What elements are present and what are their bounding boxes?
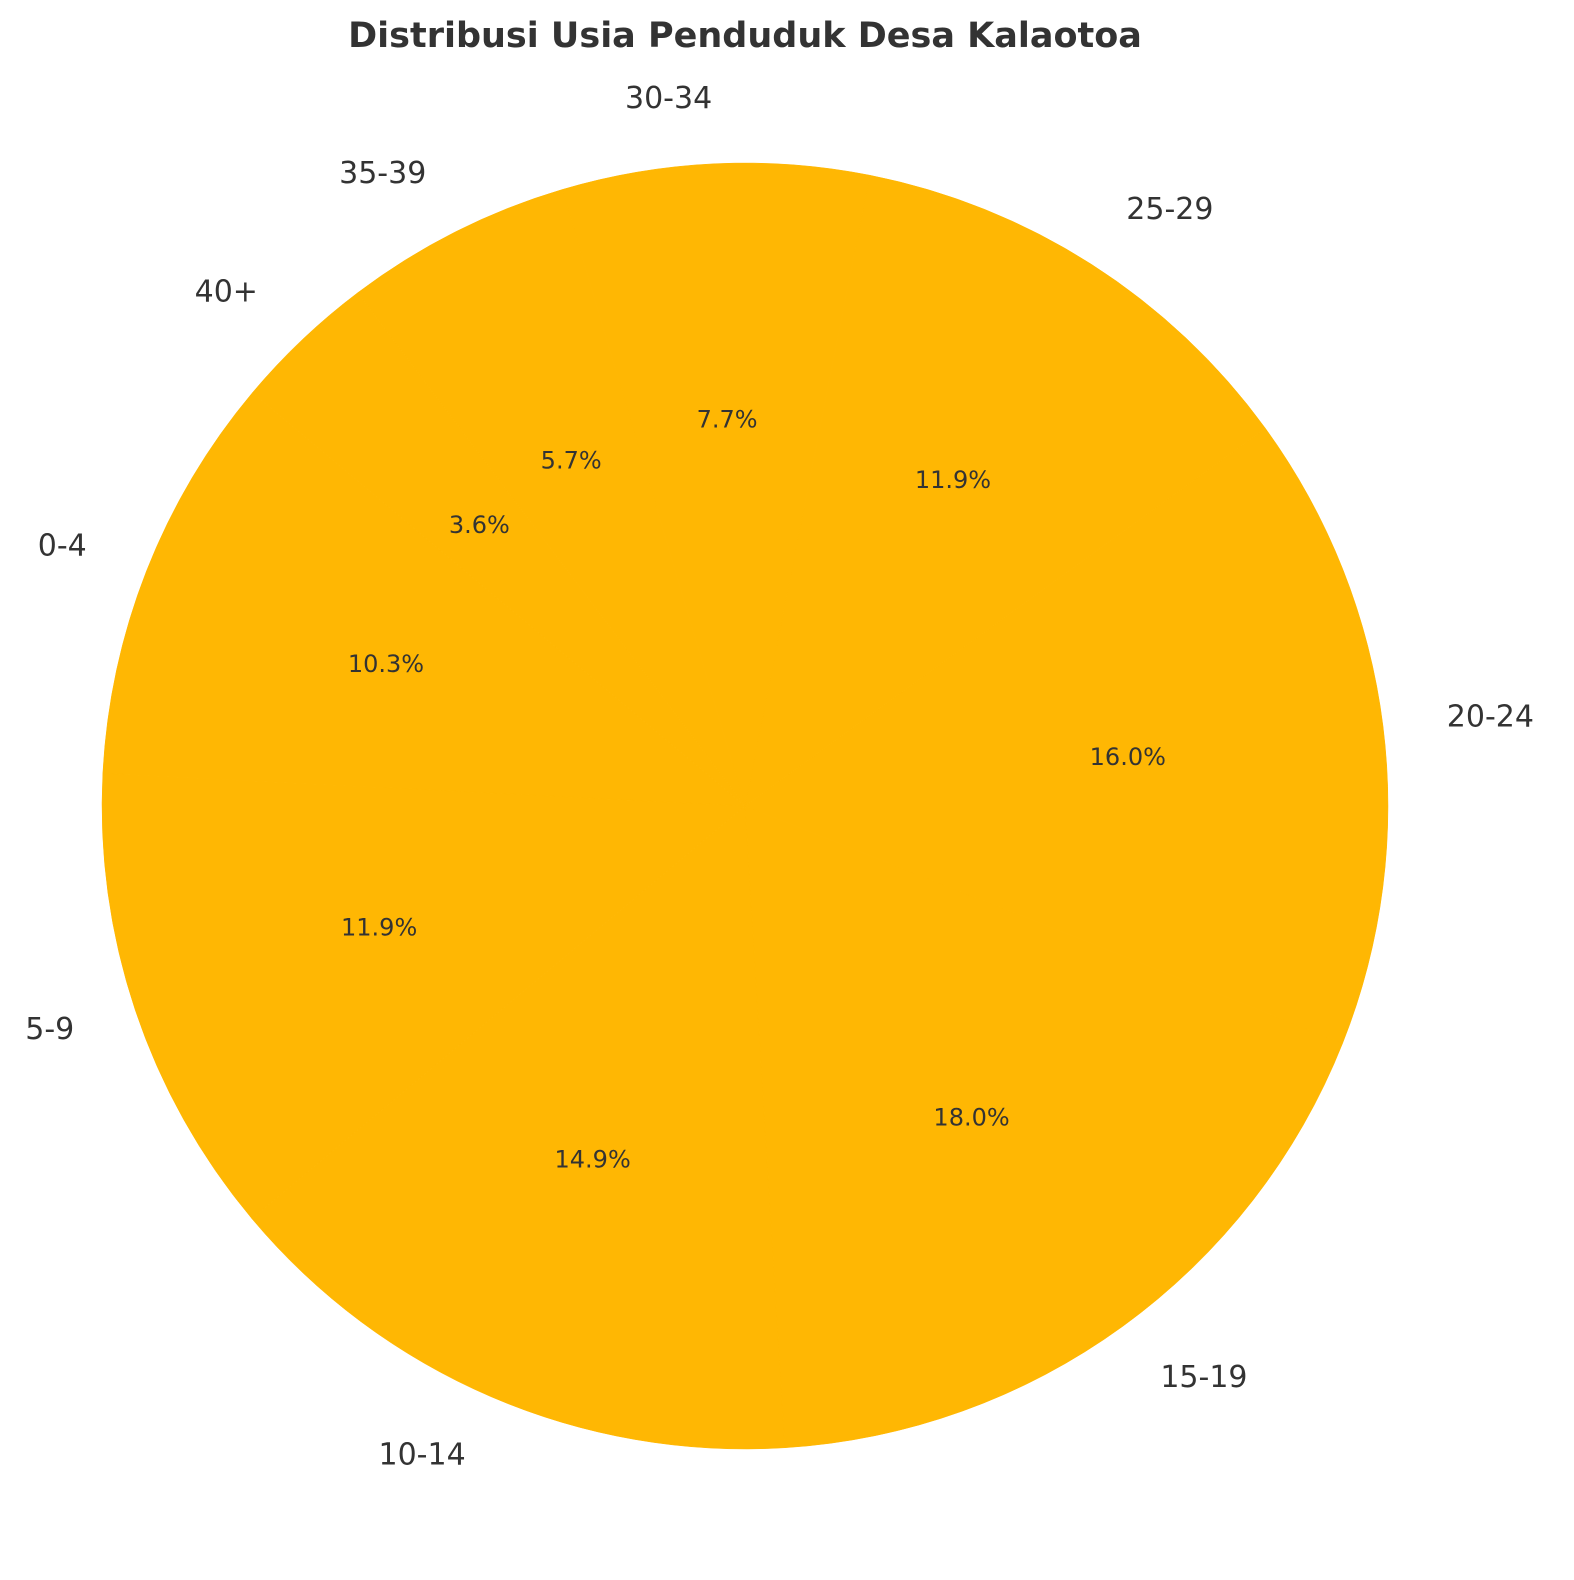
pie-slice: [252, 292, 746, 807]
slice-label: 15-19: [1160, 1360, 1247, 1395]
pie-slice: [744, 805, 1344, 1449]
value-label: 18.0%: [933, 1103, 1009, 1131]
slice-label: 35-39: [339, 156, 426, 191]
pie-slice: [102, 392, 746, 807]
pie-slice: [744, 174, 1266, 807]
value-label: 10.3%: [348, 650, 424, 678]
pie-slice: [357, 189, 746, 807]
value-label: 11.9%: [341, 913, 417, 941]
value-label: 16.0%: [1090, 743, 1166, 771]
slice-label: 20-24: [1447, 699, 1534, 734]
slice-label: 0-4: [38, 529, 87, 564]
chart-title: Distribusi Usia Penduduk Desa Kalaotoa: [348, 16, 1142, 56]
value-label: 11.9%: [915, 466, 991, 494]
slice-label: 40+: [195, 275, 258, 310]
value-label: 5.7%: [541, 447, 602, 475]
slice-label: 25-29: [1126, 192, 1213, 227]
value-label: 14.9%: [555, 1145, 631, 1173]
value-label: 3.6%: [449, 511, 510, 539]
value-label: 7.7%: [697, 406, 758, 434]
pie-slice: [101, 772, 746, 1219]
slice-label: 10-14: [378, 1437, 465, 1472]
slice-label: 30-34: [625, 81, 712, 116]
slice-label: 5-9: [25, 1012, 74, 1047]
pie-slice: [744, 428, 1389, 1044]
pie-slice: [251, 805, 786, 1450]
pie-slice: [561, 162, 871, 807]
